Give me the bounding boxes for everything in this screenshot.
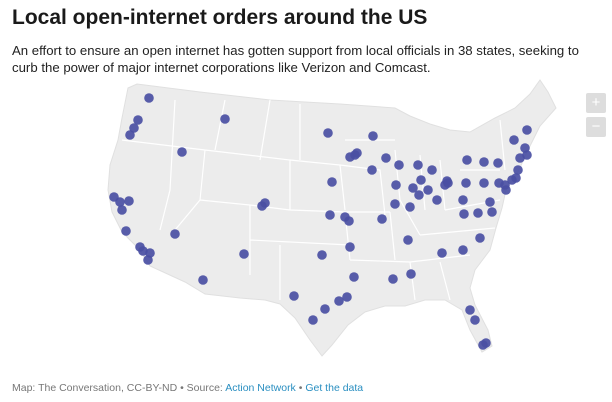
location-dot[interactable] (390, 199, 400, 209)
location-dot[interactable] (465, 305, 475, 315)
location-dot[interactable] (405, 202, 415, 212)
location-dot[interactable] (470, 315, 480, 325)
location-dot[interactable] (198, 275, 208, 285)
location-dot[interactable] (443, 178, 453, 188)
location-dot[interactable] (416, 175, 426, 185)
location-dot[interactable] (511, 173, 521, 183)
location-dot[interactable] (367, 165, 377, 175)
location-dot[interactable] (458, 195, 468, 205)
location-dot[interactable] (394, 160, 404, 170)
location-dots (109, 93, 532, 350)
location-dot[interactable] (408, 183, 418, 193)
location-dot[interactable] (239, 249, 249, 259)
title: Local open-internet orders around the US (12, 6, 428, 29)
location-dot[interactable] (220, 114, 230, 124)
location-dot[interactable] (485, 197, 495, 207)
location-dot[interactable] (320, 304, 330, 314)
location-dot[interactable] (144, 93, 154, 103)
location-dot[interactable] (520, 143, 530, 153)
location-dot[interactable] (493, 158, 503, 168)
location-dot[interactable] (479, 178, 489, 188)
location-dot[interactable] (334, 296, 344, 306)
location-dot[interactable] (473, 208, 483, 218)
location-dot[interactable] (509, 135, 519, 145)
location-dot[interactable] (475, 233, 485, 243)
location-dot[interactable] (352, 148, 362, 158)
location-dot[interactable] (513, 165, 523, 175)
location-dot[interactable] (345, 152, 355, 162)
location-dot[interactable] (437, 248, 447, 258)
zoom-out-button[interactable]: − (586, 117, 606, 137)
zoom-in-button[interactable]: + (586, 93, 606, 113)
us-map (107, 79, 557, 357)
location-dot[interactable] (260, 198, 270, 208)
location-dot[interactable] (479, 157, 489, 167)
location-dot[interactable] (377, 214, 387, 224)
location-dot[interactable] (368, 131, 378, 141)
location-dot[interactable] (500, 180, 510, 190)
location-dot[interactable] (388, 274, 398, 284)
location-dot[interactable] (143, 255, 153, 265)
location-dot[interactable] (462, 155, 472, 165)
location-dot[interactable] (414, 190, 424, 200)
location-dot[interactable] (133, 115, 143, 125)
footer: Map: The Conversation, CC-BY-ND • Source… (12, 382, 363, 394)
location-dot[interactable] (413, 160, 423, 170)
location-dot[interactable] (323, 128, 333, 138)
location-dot[interactable] (124, 196, 134, 206)
location-dot[interactable] (406, 269, 416, 279)
location-dot[interactable] (349, 272, 359, 282)
source-link[interactable]: Action Network (225, 382, 296, 394)
location-dot[interactable] (423, 185, 433, 195)
location-dot[interactable] (461, 178, 471, 188)
location-dot[interactable] (459, 209, 469, 219)
location-dot[interactable] (478, 340, 488, 350)
location-dot[interactable] (432, 195, 442, 205)
location-dot[interactable] (344, 216, 354, 226)
location-dot[interactable] (342, 292, 352, 302)
location-dot[interactable] (125, 130, 135, 140)
location-dot[interactable] (325, 210, 335, 220)
location-dot[interactable] (121, 226, 131, 236)
data-link[interactable]: Get the data (305, 382, 364, 394)
location-dot[interactable] (115, 197, 125, 207)
location-dot[interactable] (487, 207, 497, 217)
state-borders (121, 99, 506, 301)
location-dot[interactable] (427, 165, 437, 175)
location-dot[interactable] (403, 235, 413, 245)
location-dot[interactable] (345, 242, 355, 252)
subtitle: An effort to ensure an open internet has… (12, 43, 579, 75)
location-dot[interactable] (327, 177, 337, 187)
location-dot[interactable] (170, 229, 180, 239)
credit: Map: The Conversation, CC-BY-ND • Source… (12, 382, 223, 394)
location-dot[interactable] (177, 147, 187, 157)
separator: • (298, 382, 303, 394)
location-dot[interactable] (308, 315, 318, 325)
location-dot[interactable] (129, 123, 139, 133)
location-dot[interactable] (117, 205, 127, 215)
location-dot[interactable] (391, 180, 401, 190)
location-dot[interactable] (317, 250, 327, 260)
location-dot[interactable] (458, 245, 468, 255)
location-dot[interactable] (522, 125, 532, 135)
location-dot[interactable] (381, 153, 391, 163)
location-dot[interactable] (289, 291, 299, 301)
